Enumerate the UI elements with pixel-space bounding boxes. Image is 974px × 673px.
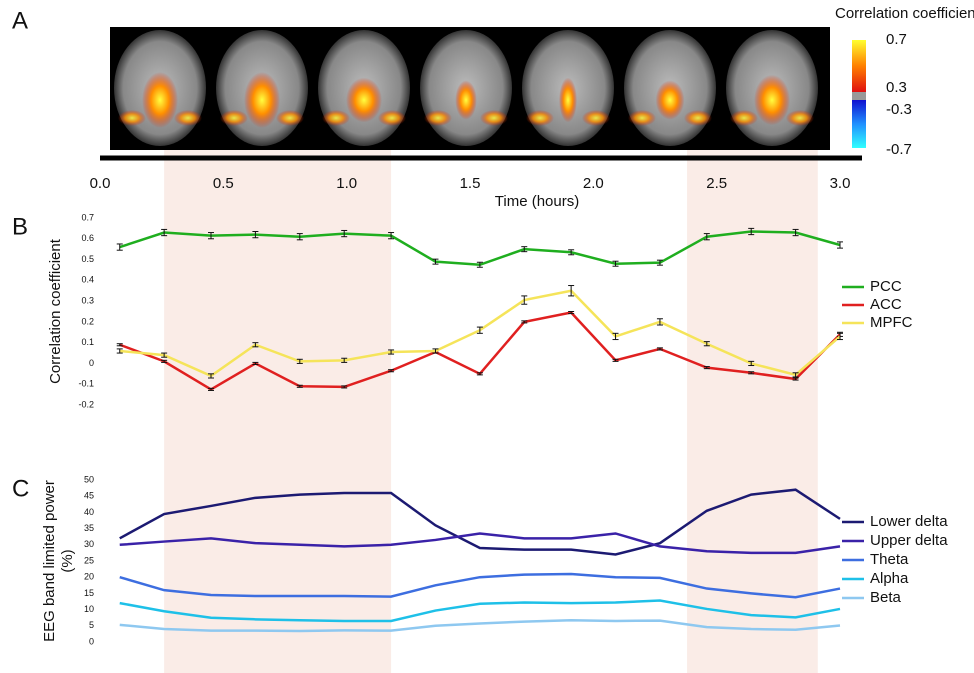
y-tick-label: 45	[84, 491, 94, 501]
activation	[346, 78, 382, 123]
activation	[322, 110, 350, 126]
activation	[628, 110, 656, 126]
x-tick-label: 0.5	[213, 175, 234, 192]
activation	[244, 72, 280, 128]
activation	[220, 110, 248, 126]
legend-label: MPFC	[870, 314, 913, 331]
y-tick-label: 0	[89, 636, 94, 646]
activation	[424, 110, 452, 126]
x-axis-label: Time (hours)	[495, 193, 579, 210]
y-tick-label: 10	[84, 604, 94, 614]
x-tick-label: 3.0	[830, 175, 851, 192]
legend-label: Lower delta	[870, 513, 948, 530]
activation	[559, 78, 577, 123]
y-tick-label: 0.2	[81, 316, 94, 326]
activation	[455, 80, 477, 119]
panel-letter: A	[12, 7, 28, 34]
y-tick-label: 0	[89, 358, 94, 368]
y-tick-label: 25	[84, 555, 94, 565]
x-tick-label: 1.5	[460, 175, 481, 192]
y-axis-label: Correlation coefficient	[47, 238, 64, 384]
activation	[276, 110, 304, 126]
x-tick-label: 2.5	[706, 175, 727, 192]
activation	[142, 72, 178, 128]
y-tick-label: 0.3	[81, 295, 94, 305]
colorbar-tick-label: -0.7	[886, 141, 912, 158]
colorbar-tick-label: -0.3	[886, 101, 912, 118]
activation	[526, 110, 554, 126]
y-tick-label: 50	[84, 474, 94, 484]
y-tick-label: 5	[89, 620, 94, 630]
legend-label: ACC	[870, 296, 902, 313]
figure: A Correlation coefficient 0.7 0.3 -0.3 -0.7 0.…	[0, 0, 974, 673]
y-tick-label: 35	[84, 523, 94, 533]
y-tick-label: 30	[84, 539, 94, 549]
y-tick-label: 0.6	[81, 233, 94, 243]
colorbar-title: Correlation coefficient	[835, 5, 974, 22]
legend-label: Theta	[870, 551, 909, 568]
colorbar-positive	[852, 40, 866, 92]
panel-letter: B	[12, 213, 28, 240]
y-tick-label: -0.1	[78, 379, 94, 389]
activation	[378, 110, 406, 126]
legend-label: PCC	[870, 278, 902, 295]
y-tick-label: -0.2	[78, 399, 94, 409]
y-tick-label: 40	[84, 507, 94, 517]
activation	[118, 110, 146, 126]
y-axis-label: EEG band limited power	[41, 480, 58, 642]
activation	[480, 110, 508, 126]
y-tick-label: 0.5	[81, 254, 94, 264]
activation	[786, 110, 814, 126]
y-axis-label: (%)	[59, 549, 76, 572]
y-tick-label: 0.7	[81, 212, 94, 222]
activation	[684, 110, 712, 126]
activation	[730, 110, 758, 126]
activation	[656, 80, 685, 119]
colorbar-negative	[852, 100, 866, 148]
y-tick-label: 0.1	[81, 337, 94, 347]
activation	[174, 110, 202, 126]
activation	[754, 75, 790, 125]
shaded-layer	[164, 150, 818, 673]
y-tick-label: 15	[84, 588, 94, 598]
y-tick-label: 20	[84, 572, 94, 582]
legend-label: Beta	[870, 589, 902, 606]
activation	[582, 110, 610, 126]
panel-letter: C	[12, 475, 29, 502]
x-tick-label: 2.0	[583, 175, 604, 192]
x-tick-label: 0.0	[90, 175, 111, 192]
legend-label: Alpha	[870, 570, 909, 587]
legend-label: Upper delta	[870, 532, 948, 549]
y-tick-label: 0.4	[81, 275, 94, 285]
colorbar-tick-label: 0.7	[886, 31, 907, 48]
colorbar-tick-label: 0.3	[886, 79, 907, 96]
colorbar-gap	[852, 92, 866, 100]
x-tick-label: 1.0	[336, 175, 357, 192]
